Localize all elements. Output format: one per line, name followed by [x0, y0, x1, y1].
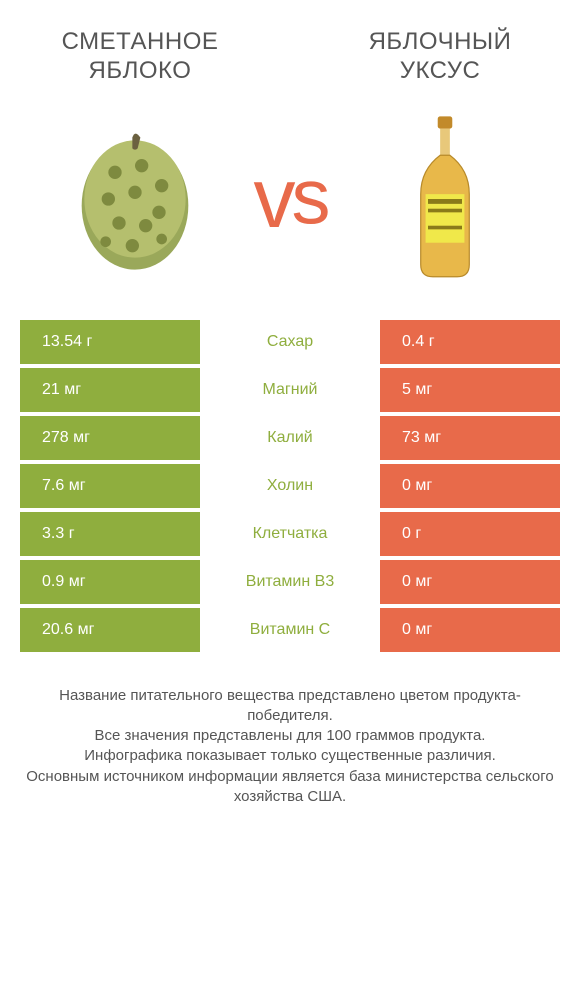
- nutrient-label: Магний: [200, 368, 380, 412]
- right-value-cell: 5 мг: [380, 368, 560, 412]
- table-row: 21 мгМагний5 мг: [20, 368, 560, 412]
- vs-label: vs: [254, 150, 327, 247]
- left-value-cell: 278 мг: [20, 416, 200, 460]
- right-value-cell: 0 мг: [380, 464, 560, 508]
- nutrient-label: Калий: [200, 416, 380, 460]
- right-product-title: Яблочный уксус: [330, 28, 550, 86]
- nutrient-label: Витамин B3: [200, 560, 380, 604]
- right-value-cell: 0.4 г: [380, 320, 560, 364]
- nutrient-label: Витамин C: [200, 608, 380, 652]
- right-product-image: [370, 109, 520, 289]
- left-value-cell: 20.6 мг: [20, 608, 200, 652]
- right-value-cell: 0 мг: [380, 560, 560, 604]
- footer-notes: Название питательного вещества представл…: [0, 656, 580, 808]
- table-row: 20.6 мгВитамин C0 мг: [20, 608, 560, 652]
- footer-line: Инфографика показывает только существенн…: [24, 746, 556, 766]
- footer-line: Все значения представлены для 100 граммо…: [24, 726, 556, 746]
- table-row: 3.3 гКлетчатка0 г: [20, 512, 560, 556]
- footer-line: Название питательного вещества представл…: [24, 686, 556, 727]
- nutrient-label: Сахар: [200, 320, 380, 364]
- left-value-cell: 3.3 г: [20, 512, 200, 556]
- left-product-image: [60, 109, 210, 289]
- right-value-cell: 0 г: [380, 512, 560, 556]
- custard-apple-icon: [65, 119, 205, 279]
- header: Сметанное яблоко Яблочный уксус: [0, 0, 580, 96]
- footer-line: Основным источником информации является …: [24, 767, 556, 808]
- vinegar-bottle-icon: [405, 114, 485, 284]
- comparison-table: 13.54 гСахар0.4 г21 мгМагний5 мг278 мгКа…: [20, 320, 560, 652]
- left-product-title: Сметанное яблоко: [30, 28, 250, 86]
- table-row: 7.6 мгХолин0 мг: [20, 464, 560, 508]
- left-value-cell: 21 мг: [20, 368, 200, 412]
- nutrient-label: Холин: [200, 464, 380, 508]
- left-value-cell: 7.6 мг: [20, 464, 200, 508]
- images-row: vs: [0, 96, 580, 316]
- table-row: 278 мгКалий73 мг: [20, 416, 560, 460]
- right-value-cell: 0 мг: [380, 608, 560, 652]
- left-value-cell: 0.9 мг: [20, 560, 200, 604]
- table-row: 13.54 гСахар0.4 г: [20, 320, 560, 364]
- nutrient-label: Клетчатка: [200, 512, 380, 556]
- table-row: 0.9 мгВитамин B30 мг: [20, 560, 560, 604]
- left-value-cell: 13.54 г: [20, 320, 200, 364]
- right-value-cell: 73 мг: [380, 416, 560, 460]
